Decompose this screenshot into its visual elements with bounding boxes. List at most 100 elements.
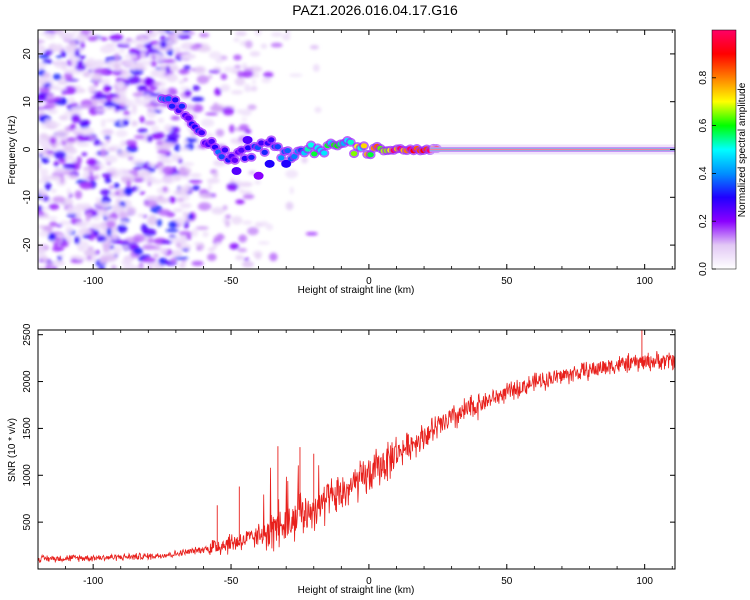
noise-blob	[116, 43, 130, 48]
noise-blob	[245, 40, 253, 49]
noise-blob	[152, 53, 160, 58]
spectrogram-y-tick-label: -20	[22, 237, 33, 252]
noise-blob	[191, 96, 205, 102]
noise-blob	[142, 244, 156, 250]
noise-blob	[202, 231, 209, 238]
snr-y-tick-label: 1500	[22, 417, 33, 440]
noise-blob	[99, 256, 109, 265]
noise-blob	[47, 154, 56, 158]
noise-blob	[150, 60, 157, 67]
noise-blob	[109, 34, 124, 42]
noise-blob	[112, 205, 126, 214]
noise-blob	[141, 254, 152, 258]
noise-blob	[100, 210, 112, 216]
noise-blob	[104, 167, 118, 172]
spectrogram-x-ticks: -100 -50 0 50 100	[37, 30, 673, 287]
noise-blob	[113, 182, 120, 189]
noise-blob	[106, 147, 118, 152]
noise-blob	[206, 178, 220, 184]
noise-blob	[285, 30, 291, 37]
spectrogram-y-tick-label: 10	[22, 96, 33, 108]
noise-blob	[86, 176, 97, 180]
noise-blob	[152, 82, 162, 86]
spectrogram-x-label: Height of straight line (km)	[298, 285, 415, 296]
noise-blob	[139, 116, 145, 124]
noise-blob	[242, 194, 255, 200]
snr-y-ticks: 500 1000 1500 2000 2500	[22, 323, 675, 530]
noise-blob	[196, 75, 210, 84]
noise-blob	[193, 242, 202, 246]
noise-blob	[285, 169, 299, 179]
noise-blob	[312, 64, 320, 72]
noise-blob	[100, 202, 111, 209]
noise-blob	[53, 30, 62, 34]
noise-blob	[235, 254, 244, 261]
noise-blob	[252, 79, 257, 85]
noise-blob	[208, 74, 213, 79]
snr-x-ticks: -100 -50 0 50 100	[37, 330, 673, 587]
noise-blob	[106, 106, 114, 111]
noise-blob	[122, 116, 132, 121]
noise-blob	[157, 117, 165, 124]
noise-blob	[38, 188, 46, 196]
noise-blob	[116, 240, 130, 245]
noise-blob	[211, 207, 225, 215]
noise-blob	[191, 104, 204, 113]
noise-blob	[125, 99, 135, 107]
noise-blob	[79, 104, 94, 109]
noise-blob	[181, 162, 195, 167]
spectrogram-ridge	[157, 94, 675, 180]
noise-blob	[85, 212, 93, 217]
noise-blob	[68, 97, 76, 104]
noise-blob	[158, 209, 171, 217]
noise-blob	[165, 228, 179, 233]
noise-blob	[223, 66, 236, 73]
figure-title: PAZ1.2026.016.04.17.G16	[292, 2, 458, 18]
noise-blob	[173, 189, 188, 196]
colorbar-tick-label: 0.4	[698, 166, 709, 180]
noise-blob	[138, 87, 149, 91]
noise-blob	[179, 202, 192, 209]
noise-blob	[213, 159, 227, 167]
spectrogram-noise	[38, 30, 322, 269]
noise-blob	[52, 260, 66, 267]
noise-blob	[38, 61, 43, 66]
noise-blob	[38, 179, 50, 184]
noise-blob	[38, 53, 50, 59]
noise-blob	[103, 84, 111, 93]
noise-blob	[144, 120, 156, 126]
noise-blob	[83, 166, 95, 172]
noise-blob	[229, 124, 235, 133]
noise-blob	[188, 31, 195, 35]
ridge-blob	[274, 144, 282, 150]
noise-blob	[87, 35, 98, 42]
noise-blob	[55, 129, 70, 138]
noise-blob	[177, 34, 191, 40]
noise-blob	[131, 64, 145, 69]
noise-blob	[142, 257, 157, 263]
noise-blob	[149, 85, 158, 91]
ridge-blob	[165, 96, 172, 102]
noise-blob	[314, 106, 322, 113]
noise-blob	[82, 234, 92, 239]
noise-blob	[188, 179, 203, 184]
noise-blob	[58, 115, 69, 121]
noise-blob	[65, 226, 74, 235]
noise-blob	[76, 156, 82, 165]
ridge-blob	[238, 147, 245, 153]
noise-blob	[91, 215, 101, 221]
noise-blob	[254, 221, 263, 228]
noise-blob	[190, 173, 202, 178]
noise-blob	[108, 93, 118, 97]
noise-blob	[38, 230, 49, 238]
noise-blob	[207, 253, 217, 261]
noise-blob	[191, 260, 204, 266]
noise-blob	[240, 108, 252, 116]
noise-blob	[174, 143, 181, 152]
ridge-blob	[248, 154, 255, 160]
colorbar-tick-label: 0.2	[698, 214, 709, 228]
noise-blob	[51, 246, 64, 252]
noise-blob	[146, 135, 153, 143]
noise-blob	[60, 175, 65, 185]
noise-blob	[100, 118, 106, 128]
